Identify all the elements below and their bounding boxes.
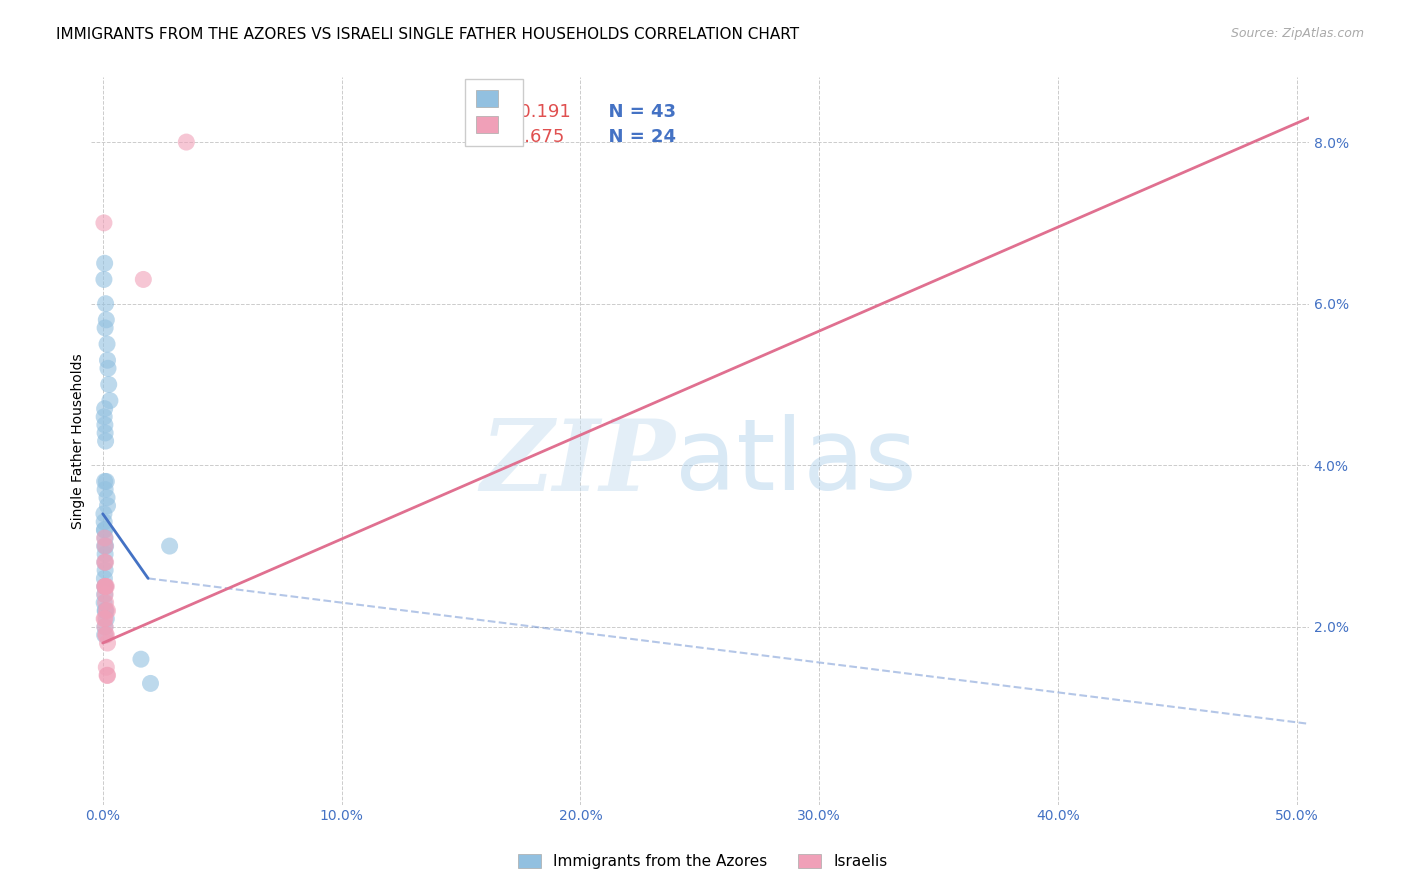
Point — [96, 636, 118, 650]
Point — [93, 523, 115, 537]
Text: IMMIGRANTS FROM THE AZORES VS ISRAELI SINGLE FATHER HOUSEHOLDS CORRELATION CHART: IMMIGRANTS FROM THE AZORES VS ISRAELI SI… — [56, 27, 800, 42]
Point — [96, 612, 118, 626]
Point — [93, 612, 115, 626]
Text: R = 0.675: R = 0.675 — [474, 128, 565, 146]
Point — [97, 377, 120, 392]
Point — [94, 604, 117, 618]
Point — [96, 353, 118, 368]
Point — [98, 393, 121, 408]
Point — [94, 417, 117, 432]
Point — [93, 596, 115, 610]
Text: N = 43: N = 43 — [596, 103, 676, 121]
Point — [93, 401, 115, 416]
Point — [176, 135, 198, 149]
Point — [94, 596, 117, 610]
Point — [94, 620, 117, 634]
Point — [93, 475, 115, 489]
Point — [93, 272, 115, 286]
Point — [96, 604, 118, 618]
Legend: , : , — [465, 79, 523, 145]
Point — [94, 604, 117, 618]
Point — [93, 588, 115, 602]
Point — [93, 216, 115, 230]
Point — [96, 499, 118, 513]
Point — [96, 475, 118, 489]
Text: ZIP: ZIP — [481, 415, 675, 511]
Point — [94, 620, 117, 634]
Point — [93, 531, 115, 545]
Point — [94, 588, 117, 602]
Point — [93, 409, 115, 424]
Point — [94, 531, 117, 545]
Text: N = 24: N = 24 — [596, 128, 676, 146]
Point — [94, 579, 117, 593]
Point — [96, 313, 118, 327]
Point — [129, 652, 152, 666]
Point — [96, 579, 118, 593]
Point — [96, 668, 118, 682]
Point — [93, 256, 115, 270]
Point — [94, 579, 117, 593]
Point — [132, 272, 155, 286]
Point — [94, 321, 117, 335]
Point — [94, 563, 117, 577]
Point — [94, 434, 117, 448]
Point — [93, 539, 115, 553]
Point — [93, 523, 115, 537]
Point — [94, 555, 117, 569]
Point — [139, 676, 162, 690]
Point — [93, 555, 115, 569]
Point — [159, 539, 181, 553]
Point — [94, 579, 117, 593]
Text: R = -0.191: R = -0.191 — [474, 103, 571, 121]
Point — [96, 604, 118, 618]
Point — [94, 612, 117, 626]
Point — [94, 425, 117, 440]
Point — [94, 539, 117, 553]
Point — [93, 628, 115, 642]
Point — [94, 483, 117, 497]
Text: Source: ZipAtlas.com: Source: ZipAtlas.com — [1230, 27, 1364, 40]
Point — [93, 515, 115, 529]
Text: atlas: atlas — [675, 415, 917, 511]
Y-axis label: Single Father Households: Single Father Households — [72, 353, 86, 529]
Point — [94, 628, 117, 642]
Point — [94, 547, 117, 561]
Point — [93, 571, 115, 585]
Point — [94, 539, 117, 553]
Point — [97, 361, 120, 376]
Point — [94, 555, 117, 569]
Point — [94, 296, 117, 310]
Point — [96, 628, 118, 642]
Point — [96, 660, 118, 674]
Point — [93, 507, 115, 521]
Point — [93, 579, 115, 593]
Point — [94, 579, 117, 593]
Point — [96, 337, 118, 351]
Legend: Immigrants from the Azores, Israelis: Immigrants from the Azores, Israelis — [512, 848, 894, 875]
Point — [96, 668, 118, 682]
Point — [96, 491, 118, 505]
